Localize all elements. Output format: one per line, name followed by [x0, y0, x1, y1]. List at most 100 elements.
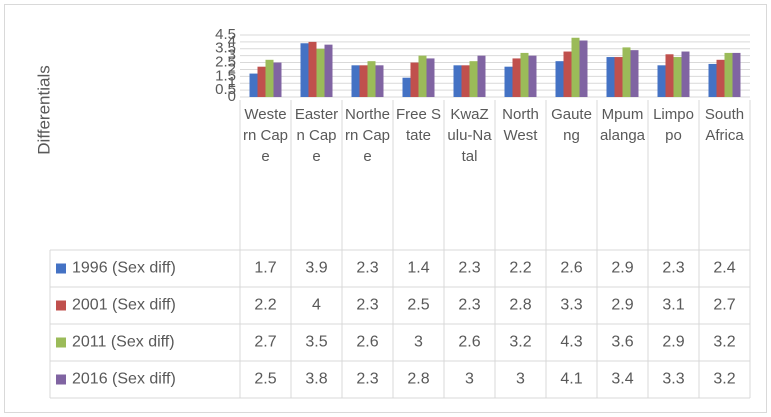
y-tick-label: 3.5: [215, 40, 236, 57]
legend-label: 2016 (Sex diff): [72, 371, 176, 388]
bar: [555, 61, 564, 97]
x-tick-label: South Africa: [704, 106, 745, 144]
bar: [512, 58, 521, 97]
table-value: 3.2: [713, 334, 735, 351]
table-value: 1.7: [254, 260, 276, 277]
bar: [716, 59, 725, 97]
table-value: 2.3: [356, 260, 378, 277]
x-tick-label: Eastern Cape: [294, 106, 339, 165]
bar: [308, 41, 317, 97]
bar: [351, 65, 360, 97]
frame: [4, 4, 767, 413]
table-value: 2.5: [254, 371, 276, 388]
bar: [461, 65, 470, 97]
y-axis-title: Differentials: [34, 65, 53, 154]
table-value: 2.6: [458, 334, 480, 351]
table-value: 2.4: [713, 260, 735, 277]
legend-label: 2001 (Sex diff): [72, 297, 176, 314]
table-value: 3: [465, 371, 474, 388]
bar: [257, 66, 266, 97]
table-value: 3: [516, 371, 525, 388]
legend-key: [56, 337, 66, 348]
y-tick-label: 1: [228, 74, 236, 91]
y-tick-label: 4: [228, 33, 236, 50]
legend-label: 2011 (Sex diff): [72, 334, 175, 351]
table-value: 3.2: [509, 334, 531, 351]
table-value: 3.9: [305, 260, 327, 277]
bar: [630, 50, 639, 97]
table-value: 2.3: [356, 297, 378, 314]
table-value: 2.7: [713, 297, 735, 314]
bar: [732, 52, 741, 97]
bar: [265, 59, 274, 97]
bar: [453, 65, 462, 97]
bar: [249, 73, 258, 97]
table-value: 3.2: [713, 371, 735, 388]
y-tick-label: 1.5: [215, 67, 236, 84]
legend-key: [56, 300, 66, 311]
table-value: 2.9: [662, 334, 684, 351]
bar: [579, 40, 588, 97]
x-tick-label: Limpopo: [653, 106, 694, 144]
bar: [300, 43, 309, 97]
table-value: 2.9: [611, 297, 633, 314]
x-tick-label: Gauteng: [551, 106, 592, 144]
bar: [724, 52, 733, 97]
bar: [469, 61, 478, 97]
table-value: 2.5: [407, 297, 429, 314]
bar: [681, 51, 690, 97]
x-tick-label: North West: [502, 106, 539, 144]
y-tick-label: 2.5: [215, 54, 236, 71]
table-value: 4.1: [560, 371, 582, 388]
y-tick-label: 3: [228, 47, 236, 64]
table-value: 2.3: [458, 260, 480, 277]
table-value: 3.8: [305, 371, 327, 388]
x-tick-label: Mpumalanga: [599, 106, 646, 144]
table-value: 3: [414, 334, 423, 351]
bar: [316, 48, 325, 97]
bar: [359, 65, 368, 97]
y-tick-label: 4.5: [215, 26, 236, 43]
bar: [418, 55, 427, 97]
bar: [504, 66, 513, 97]
x-tick-label: KwaZulu-Natal: [447, 106, 492, 165]
x-tick-label: Free State: [395, 106, 441, 144]
bar: [563, 51, 572, 97]
bar: [622, 47, 631, 97]
bar: [402, 77, 411, 97]
bar: [708, 63, 717, 97]
y-tick-label: 2: [228, 60, 236, 77]
bar: [520, 52, 529, 97]
table-value: 3.5: [305, 334, 327, 351]
bar: [606, 57, 615, 97]
y-tick-label: 0: [228, 88, 236, 105]
table-value: 2.3: [356, 371, 378, 388]
table-value: 3.3: [560, 297, 582, 314]
legend-key: [56, 374, 66, 385]
table-value: 2.9: [611, 260, 633, 277]
table-value: 2.8: [407, 371, 429, 388]
table-value: 2.6: [356, 334, 378, 351]
bar: [657, 65, 666, 97]
bar: [375, 65, 384, 97]
x-tick-label: Western Cape: [242, 106, 289, 165]
table-value: 3.3: [662, 371, 684, 388]
bar: [426, 58, 435, 97]
table-value: 2.3: [662, 260, 684, 277]
x-tick-label: Northern Cape: [344, 106, 391, 165]
bar: [528, 55, 537, 97]
table-value: 1.4: [407, 260, 429, 277]
table-value: 2.6: [560, 260, 582, 277]
table-value: 2.3: [458, 297, 480, 314]
bar: [673, 57, 682, 97]
bar: [477, 55, 486, 97]
bar: [614, 57, 623, 97]
table-value: 3.4: [611, 371, 633, 388]
table-value: 2.2: [254, 297, 276, 314]
bar: [571, 37, 580, 97]
table-value: 2.8: [509, 297, 531, 314]
table-value: 3.1: [662, 297, 684, 314]
y-tick-label: 0.5: [215, 81, 236, 98]
bar: [410, 62, 419, 97]
